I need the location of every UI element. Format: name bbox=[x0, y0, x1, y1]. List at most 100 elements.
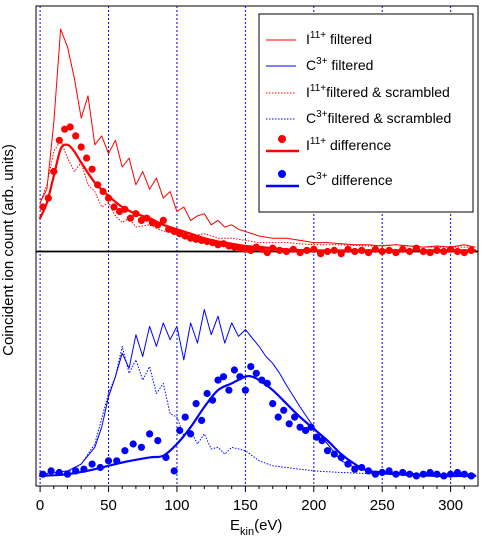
point-i11-difference-26 bbox=[181, 232, 189, 240]
point-c3-difference-49 bbox=[358, 463, 366, 472]
point-i11-difference-57 bbox=[371, 245, 379, 253]
legend-entry-0-label: I11+ filtered bbox=[306, 30, 372, 47]
point-c3-difference-25 bbox=[219, 373, 228, 381]
x-tick-label-100: 100 bbox=[164, 497, 189, 514]
point-c3-difference-0 bbox=[39, 470, 47, 478]
point-c3-difference-59 bbox=[426, 468, 434, 477]
point-c3-difference-14 bbox=[154, 437, 162, 445]
point-i11-difference-61 bbox=[399, 245, 407, 253]
point-i11-difference-37 bbox=[241, 245, 249, 253]
point-i11-difference-13 bbox=[110, 203, 118, 211]
point-c3-difference-20 bbox=[192, 400, 200, 408]
point-c3-difference-3 bbox=[63, 470, 72, 478]
point-c3-difference-40 bbox=[302, 426, 310, 435]
point-i11-difference-16 bbox=[126, 214, 134, 222]
point-c3-difference-41 bbox=[307, 423, 315, 431]
point-c3-difference-22 bbox=[203, 389, 211, 398]
point-c3-difference-5 bbox=[80, 465, 88, 473]
point-i11-difference-5 bbox=[66, 123, 74, 131]
series-layer bbox=[36, 28, 478, 480]
point-i11-difference-65 bbox=[426, 249, 434, 257]
point-i11-difference-20 bbox=[148, 219, 156, 227]
point-i11-difference-22 bbox=[159, 216, 167, 224]
point-c3-difference-33 bbox=[263, 379, 271, 387]
point-c3-difference-21 bbox=[198, 416, 206, 424]
legend: I11+ filtered C3+ filtered I11+filtered & … bbox=[258, 13, 474, 213]
x-axis-title-unit: (eV) bbox=[254, 517, 282, 534]
x-tick-label-150: 150 bbox=[233, 497, 258, 514]
point-c3-difference-38 bbox=[291, 413, 299, 421]
point-i11-difference-60 bbox=[392, 249, 400, 257]
point-c3-difference-19 bbox=[187, 430, 195, 438]
point-i11-difference-6 bbox=[72, 132, 80, 140]
point-c3-difference-2 bbox=[55, 468, 63, 477]
point-c3-difference-36 bbox=[280, 406, 288, 414]
point-i11-difference-66 bbox=[433, 246, 441, 254]
series-i11-scrambled bbox=[39, 139, 476, 248]
point-c3-difference-23 bbox=[208, 396, 217, 404]
series-c3-difference-smooth bbox=[39, 374, 477, 478]
point-c3-difference-11 bbox=[129, 440, 137, 448]
point-i11-difference-24 bbox=[170, 227, 178, 236]
point-i11-difference-14 bbox=[115, 207, 124, 216]
legend-entry-1-label: C3+ filtered bbox=[306, 56, 373, 73]
point-c3-difference-28 bbox=[236, 373, 244, 381]
point-i11-difference-30 bbox=[203, 237, 211, 246]
legend-entry-4-label: I11+ difference bbox=[306, 136, 391, 153]
point-c3-difference-26 bbox=[225, 386, 233, 394]
point-i11-difference-18 bbox=[137, 216, 145, 224]
point-c3-difference-8 bbox=[104, 457, 113, 465]
point-c3-difference-54 bbox=[392, 470, 400, 478]
point-i11-difference-38 bbox=[247, 246, 255, 254]
point-i11-difference-63 bbox=[412, 244, 420, 252]
point-i11-difference-19 bbox=[143, 214, 151, 222]
point-i11-difference-70 bbox=[460, 249, 468, 257]
point-i11-difference-0 bbox=[39, 203, 47, 211]
point-i11-difference-3 bbox=[55, 136, 63, 144]
point-i11-difference-49 bbox=[317, 250, 325, 258]
point-i11-difference-10 bbox=[94, 181, 102, 189]
point-c3-difference-17 bbox=[176, 426, 184, 435]
point-i11-difference-29 bbox=[198, 236, 206, 244]
point-i11-difference-54 bbox=[351, 247, 359, 256]
point-i11-difference-17 bbox=[132, 210, 140, 218]
point-i11-difference-39 bbox=[252, 243, 260, 251]
point-c3-difference-58 bbox=[419, 470, 427, 478]
point-c3-difference-10 bbox=[121, 447, 129, 455]
point-i11-difference-68 bbox=[447, 245, 455, 253]
point-i11-difference-56 bbox=[364, 249, 373, 257]
point-c3-difference-16 bbox=[170, 467, 178, 475]
point-i11-difference-12 bbox=[104, 194, 113, 202]
point-i11-difference-21 bbox=[154, 221, 162, 229]
point-i11-difference-40 bbox=[258, 245, 266, 253]
point-i11-difference-36 bbox=[236, 244, 244, 252]
point-i11-difference-45 bbox=[289, 245, 297, 253]
plot-frame bbox=[35, 5, 479, 487]
x-axis: 0 50 100 150 200 250 300 bbox=[36, 486, 465, 514]
point-i11-difference-69 bbox=[453, 247, 462, 256]
y-axis-title: Coincident ion count (arb. units) bbox=[0, 144, 17, 356]
point-c3-difference-1 bbox=[47, 467, 55, 475]
point-i11-difference-1 bbox=[44, 194, 52, 202]
point-i11-difference-44 bbox=[282, 247, 290, 256]
point-c3-difference-24 bbox=[214, 376, 222, 384]
point-i11-difference-7 bbox=[77, 143, 85, 151]
legend-entry-2-label: I11+filtered & scrambled bbox=[306, 83, 450, 100]
point-c3-difference-61 bbox=[440, 472, 448, 480]
point-i11-difference-15 bbox=[121, 205, 129, 213]
point-c3-difference-56 bbox=[406, 470, 414, 478]
point-i11-difference-27 bbox=[187, 234, 195, 242]
point-i11-difference-8 bbox=[83, 154, 91, 162]
point-c3-difference-6 bbox=[88, 460, 96, 468]
point-c3-difference-31 bbox=[252, 369, 260, 377]
point-c3-difference-29 bbox=[241, 386, 249, 394]
legend-entry-5-marker bbox=[278, 170, 286, 178]
point-c3-difference-39 bbox=[296, 423, 304, 431]
point-c3-difference-4 bbox=[72, 467, 80, 475]
point-c3-difference-53 bbox=[385, 467, 393, 475]
point-i11-difference-43 bbox=[276, 246, 284, 254]
point-i11-difference-33 bbox=[219, 240, 228, 248]
point-c3-difference-55 bbox=[399, 468, 407, 477]
x-tick-label-250: 250 bbox=[370, 497, 395, 514]
series-i11-filtered bbox=[39, 28, 476, 248]
